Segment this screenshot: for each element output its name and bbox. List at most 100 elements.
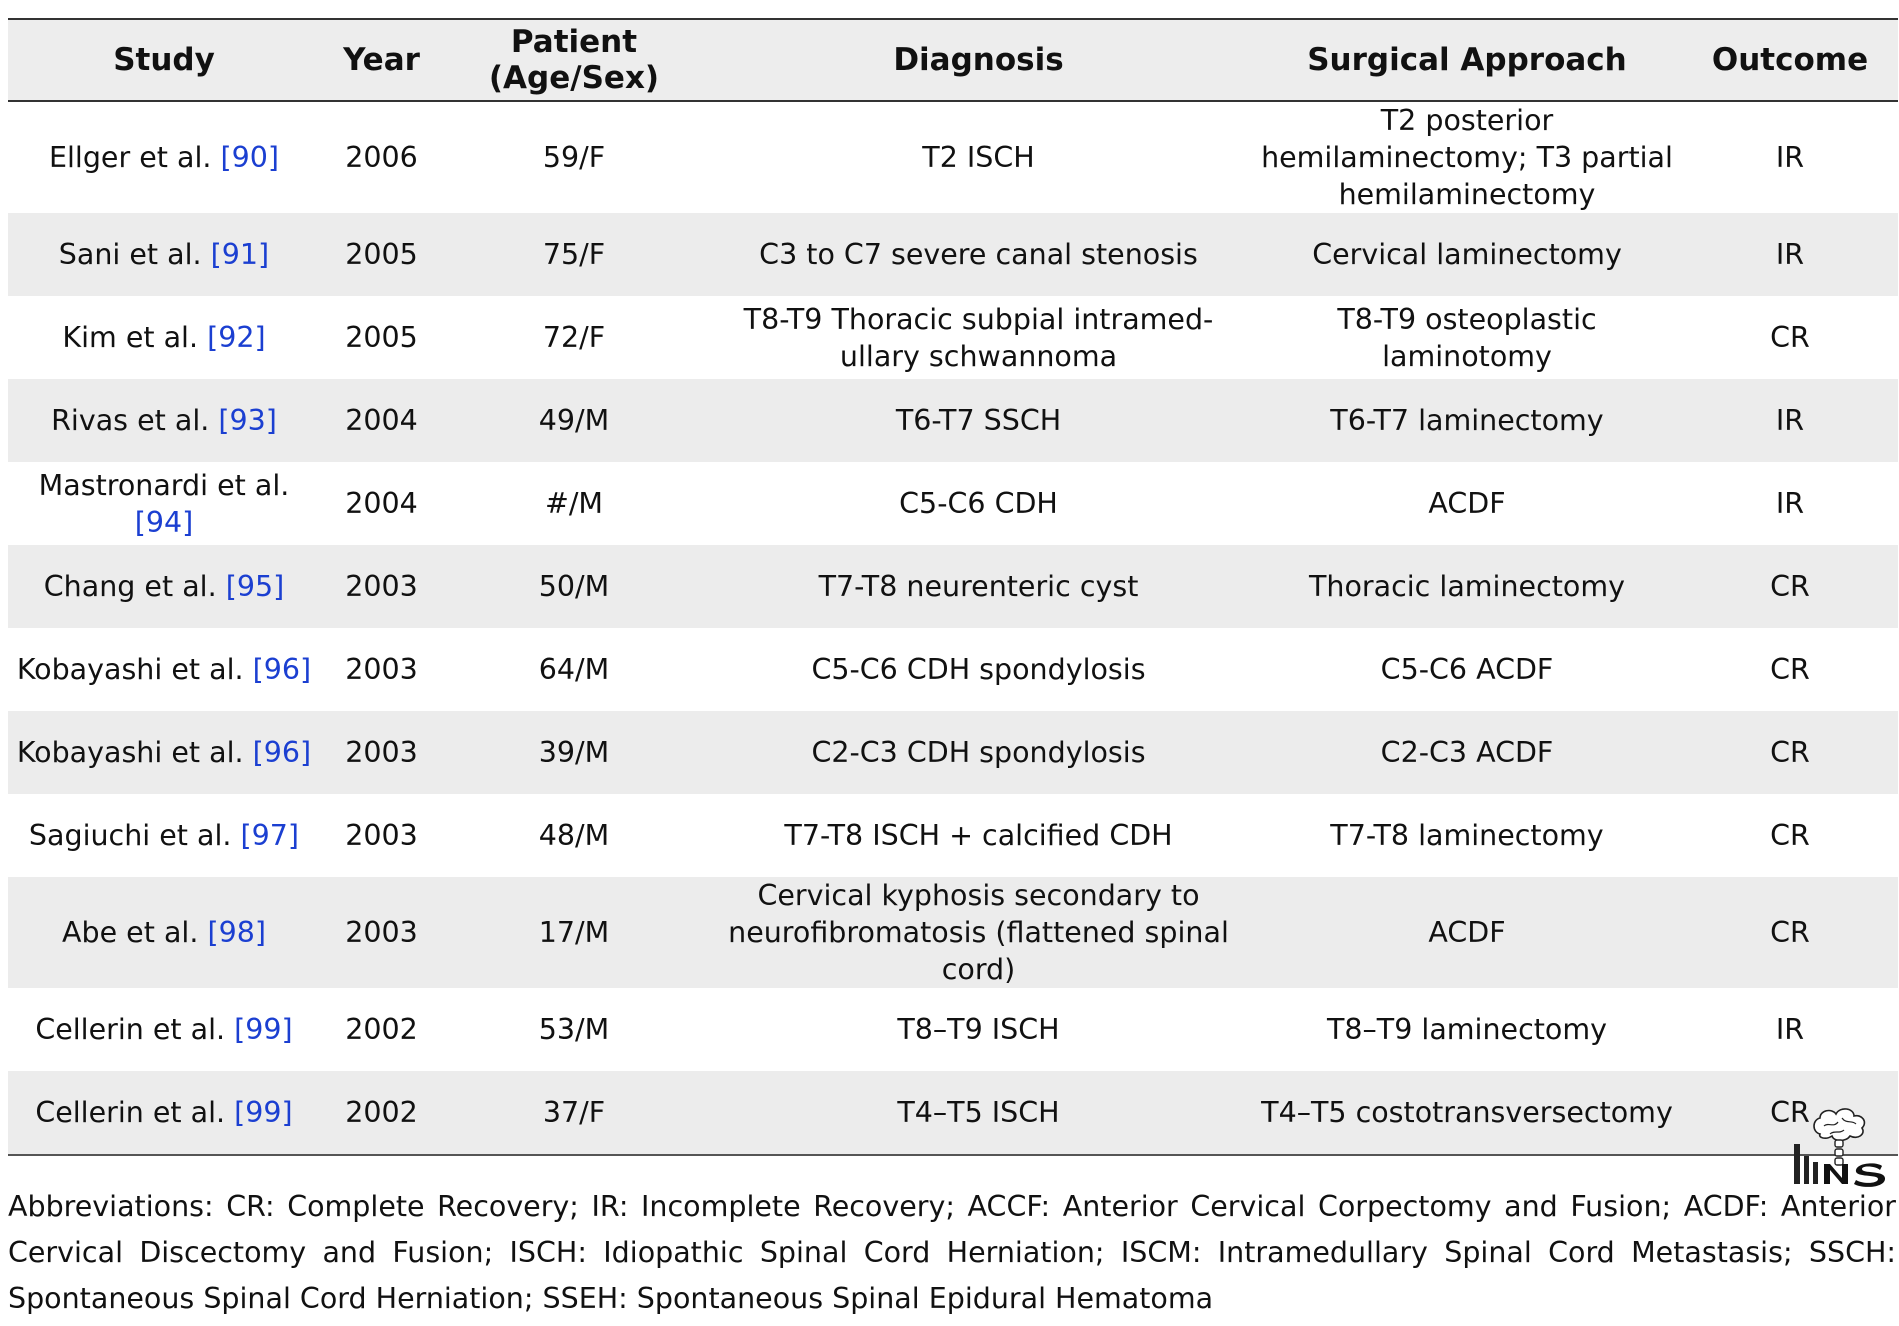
ins-logo-graphic: [1794, 1108, 1886, 1187]
header-surgical-approach: Surgical Approach: [1307, 42, 1627, 78]
cell-diagnosis: T4–T5 ISCH: [897, 1096, 1060, 1129]
header-patient: Patient (Age/Sex): [488, 24, 660, 96]
cell-outcome: CR: [1770, 1096, 1810, 1129]
cell-year: 2005: [345, 238, 418, 271]
reference-link[interactable]: [91]: [210, 238, 270, 271]
reference-link[interactable]: [96]: [252, 653, 312, 686]
cell-outcome: CR: [1770, 736, 1810, 769]
table-row: Abe et al. [98] 2003 17/M Cervical kypho…: [8, 877, 1898, 988]
cell-year: 2002: [345, 1096, 418, 1129]
cell-patient: 48/M: [538, 819, 610, 852]
study-author: Kim et al.: [62, 321, 199, 354]
cell-surgical-approach: T2 posterior hemilaminectomy; T3 partial…: [1261, 104, 1673, 211]
header-study: Study: [113, 42, 215, 78]
abbreviations-footnote: Abbreviations: CR: Complete Recovery; IR…: [8, 1190, 1896, 1315]
cell-year: 2003: [345, 653, 418, 686]
cell-study: Kobayashi et al. [96]: [8, 711, 320, 794]
cell-surgical-approach: T7-T8 laminectomy: [1330, 819, 1604, 852]
cell-outcome: IR: [1775, 1013, 1805, 1046]
cell-diagnosis: C5-C6 CDH spondylosis: [811, 653, 1146, 686]
cell-year: 2003: [345, 916, 418, 949]
table-body: Ellger et al. [90] 2006 59/F T2 ISCH T2 …: [8, 101, 1898, 1155]
cell-study: Sagiuchi et al. [97]: [8, 794, 320, 877]
cell-surgical-approach: C5-C6 ACDF: [1380, 653, 1554, 686]
reference-link[interactable]: [98]: [207, 916, 266, 949]
study-author: Kobayashi et al.: [16, 736, 244, 769]
cell-diagnosis: T8–T9 ISCH: [897, 1013, 1060, 1046]
cell-study: Sani et al. [91]: [8, 213, 320, 296]
study-author: Sagiuchi et al.: [28, 819, 232, 852]
brain-spine-logo-icon: [1790, 1104, 1894, 1188]
cell-outcome: CR: [1770, 916, 1810, 949]
table-row: Chang et al. [95] 2003 50/M T7-T8 neuren…: [8, 545, 1898, 628]
reference-link[interactable]: [96]: [252, 736, 312, 769]
reference-link[interactable]: [99]: [234, 1013, 293, 1046]
cell-year: 2002: [345, 1013, 418, 1046]
table-row: Sagiuchi et al. [97] 2003 48/M T7-T8 ISC…: [8, 794, 1898, 877]
reference-link[interactable]: [97]: [240, 819, 300, 852]
cell-patient: 50/M: [538, 570, 610, 603]
cell-year: 2003: [345, 736, 418, 769]
reference-link[interactable]: [95]: [225, 570, 285, 603]
cell-patient: 53/M: [538, 1013, 610, 1046]
cell-surgical-approach: T4–T5 costotransversectomy: [1261, 1096, 1673, 1129]
study-author: Cellerin et al.: [35, 1013, 226, 1046]
cell-diagnosis: T7-T8 neurenteric cyst: [818, 570, 1139, 603]
cell-patient: 17/M: [538, 916, 610, 949]
study-author: Ellger et al.: [48, 141, 212, 174]
cell-patient: 37/F: [542, 1096, 606, 1129]
table-row: Kobayashi et al. [96] 2003 64/M C5-C6 CD…: [8, 628, 1898, 711]
header-diagnosis: Diagnosis: [893, 42, 1064, 78]
table-row: Cellerin et al. [99] 2002 53/M T8–T9 ISC…: [8, 988, 1898, 1071]
cell-diagnosis: C3 to C7 severe canal stenosis: [759, 238, 1198, 271]
cell-year: 2004: [345, 404, 418, 437]
cell-outcome: CR: [1770, 321, 1810, 354]
cell-outcome: IR: [1775, 238, 1805, 271]
header-year: Year: [343, 42, 420, 78]
study-author: Mastronardi et al.: [38, 468, 290, 502]
table-row: Sani et al. [91] 2005 75/F C3 to C7 seve…: [8, 213, 1898, 296]
reference-link[interactable]: [99]: [234, 1096, 293, 1129]
cell-study: Cellerin et al. [99]: [8, 988, 320, 1071]
cell-surgical-approach: ACDF: [1428, 916, 1506, 949]
cell-patient: 72/F: [542, 321, 606, 354]
table-row: Cellerin et al. [99] 2002 37/F T4–T5 ISC…: [8, 1071, 1898, 1155]
cell-diagnosis: C5-C6 CDH: [899, 487, 1058, 520]
study-author: Rivas et al.: [51, 404, 210, 437]
cell-diagnosis: T8-T9 Thoracic subpial intramed-ullary s…: [743, 302, 1214, 373]
studies-table-container: Study Year Patient (Age/Sex) Diagnosis S…: [8, 18, 1898, 1156]
cell-outcome: IR: [1775, 404, 1805, 437]
cell-outcome: CR: [1770, 653, 1810, 686]
cell-surgical-approach: Cervical laminectomy: [1312, 238, 1622, 271]
reference-link[interactable]: [90]: [220, 141, 280, 174]
cell-study: Cellerin et al. [99]: [8, 1071, 320, 1155]
reference-link[interactable]: [93]: [218, 404, 277, 437]
cell-surgical-approach: C2-C3 ACDF: [1380, 736, 1554, 769]
table-row: Kim et al. [92] 2005 72/F T8-T9 Thoracic…: [8, 296, 1898, 379]
studies-table: Study Year Patient (Age/Sex) Diagnosis S…: [8, 18, 1898, 1156]
cell-patient: 59/F: [542, 141, 606, 174]
cell-diagnosis: C2-C3 CDH spondylosis: [811, 736, 1146, 769]
cell-study: Ellger et al. [90]: [8, 101, 320, 213]
cell-outcome: IR: [1775, 487, 1805, 520]
table-row: Rivas et al. [93] 2004 49/M T6-T7 SSCH T…: [8, 379, 1898, 462]
cell-surgical-approach: T6-T7 laminectomy: [1330, 404, 1604, 437]
reference-link[interactable]: [94]: [134, 505, 194, 539]
cell-year: 2005: [345, 321, 418, 354]
cell-surgical-approach: Thoracic laminectomy: [1309, 570, 1625, 603]
cell-outcome: CR: [1770, 570, 1810, 603]
cell-surgical-approach: T8–T9 laminectomy: [1327, 1013, 1607, 1046]
cell-study: Kobayashi et al. [96]: [8, 628, 320, 711]
reference-link[interactable]: [92]: [207, 321, 266, 354]
cell-year: 2004: [345, 487, 418, 520]
cell-year: 2006: [345, 141, 418, 174]
cell-outcome: CR: [1770, 819, 1810, 852]
cell-study: Rivas et al. [93]: [8, 379, 320, 462]
cell-diagnosis: Cervical kyphosis secondary to neurofibr…: [728, 879, 1229, 986]
cell-study: Kim et al. [92]: [8, 296, 320, 379]
cell-patient: 75/F: [542, 238, 606, 271]
cell-surgical-approach: T8-T9 osteoplastic laminotomy: [1337, 302, 1597, 373]
cell-diagnosis: T6-T7 SSCH: [895, 404, 1062, 437]
cell-study: Mastronardi et al. [94]: [8, 462, 320, 545]
header-row: Study Year Patient (Age/Sex) Diagnosis S…: [8, 19, 1898, 101]
